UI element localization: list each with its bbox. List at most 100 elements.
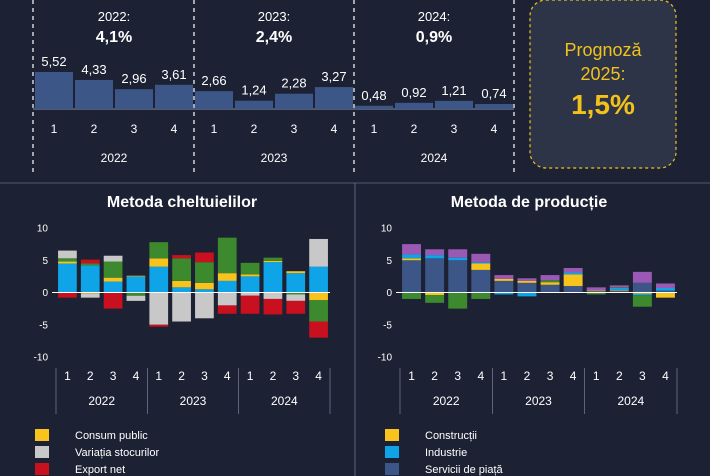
right-legend: Construcții Industrie Servicii de piață [385, 429, 504, 476]
bar-segment-variatia_stocurilor-8 [217, 292, 237, 306]
bar-segment-consum_public-9 [240, 274, 260, 277]
bar-segment-export_net-2 [80, 259, 100, 264]
top-bar-2024-q4 [475, 104, 513, 109]
bar-segment-agricultura-1 [402, 292, 422, 299]
bar-segment-servicii_netranzactionabile-1 [402, 244, 422, 255]
year-growth-2022: 4,1% [96, 29, 132, 46]
bar-segment-investitii-5 [149, 242, 169, 259]
bar-segment-industrie-8 [563, 272, 583, 275]
forecast-box: Prognoză 2025: 1,5% [529, 0, 677, 169]
bar-segment-consum_privat-9 [240, 276, 260, 293]
bar-segment-variatia_stocurilor-5 [149, 292, 169, 325]
bar-segment-servicii_netranzactionabile-9 [586, 287, 606, 291]
quarter-label-5: 1 [155, 369, 162, 383]
bar-segment-constructii-2 [425, 292, 445, 296]
bar-segment-variatia_stocurilor-9 [240, 292, 260, 296]
bar-segment-servicii_piata-12 [655, 290, 675, 293]
bar-segment-consum_public-8 [217, 273, 237, 281]
y-tick--5: -5 [383, 320, 392, 331]
bar-segment-servicii_piata-8 [563, 286, 583, 293]
bar-segment-servicii_netranzactionabile-3 [448, 249, 468, 258]
legend-swatch-servicii_piata [385, 463, 399, 475]
y-tick-10: 10 [381, 224, 393, 235]
top-quarter-label-2023-q2: 2 [251, 122, 258, 136]
bar-segment-consum_privat-8 [217, 280, 237, 293]
quarter-label-9: 1 [593, 369, 600, 383]
legend-swatch-export_net [35, 463, 49, 475]
top-bar-chart: 5,52 1 4,33 2 2,96 3 3,61 4 2,66 1 1,24 2 2,28 3 3,27 4… [35, 54, 513, 136]
quarter-label-5: 1 [501, 369, 508, 383]
top-bar-2022-q3 [115, 89, 153, 109]
bar-segment-constructii-12 [655, 292, 675, 298]
bar-segment-industrie-10 [609, 287, 629, 290]
bar-segment-investitii-12 [309, 300, 328, 322]
bar-segment-servicii_netranzactionabile-8 [563, 267, 583, 273]
top-bar-value-2023-q3: 2,28 [281, 76, 306, 91]
top-bar-2024-q1 [355, 105, 393, 109]
bar-segment-investitii-10 [263, 257, 283, 261]
bar-segment-consum_privat-1 [58, 263, 77, 293]
bar-segment-consum_privat-12 [309, 266, 328, 293]
top-bar-2024-q3 [435, 100, 473, 109]
y-tick-0: 0 [386, 288, 392, 299]
bar-segment-variatia_stocurilor-10 [263, 292, 283, 299]
year-heading-2023: 2023: [258, 9, 291, 24]
legend-swatch-constructii [385, 429, 399, 441]
top-bar-2023-q3 [275, 93, 313, 109]
bar-segment-servicii_piata-11 [632, 282, 652, 293]
bar-segment-agricultura-10 [609, 287, 629, 288]
bar-segment-variatia_stocurilor-11 [286, 294, 306, 301]
top-bar-value-2024-q3: 1,21 [441, 83, 466, 98]
bar-segment-industrie-6 [517, 292, 537, 297]
year-label-2024: 2024 [421, 151, 448, 165]
top-panel: 2022: 4,1% 2023: 2,4% 2024: 0,9% 5,52 1 4,… [32, 0, 677, 176]
bar-segment-variatia_stocurilor-1 [58, 250, 77, 259]
bar-segment-industrie-12 [655, 287, 675, 291]
year-label-2024: 2024 [271, 394, 298, 408]
bar-segment-consum_privat-6 [172, 287, 191, 293]
bar-segment-servicii_netranzactionabile-12 [655, 283, 675, 288]
legend-label-variatia_stocurilor: Variația stocurilor [75, 447, 159, 459]
year-heading-2024: 2024: [418, 9, 451, 24]
bar-segment-servicii_piata-7 [540, 284, 560, 293]
bar-segment-export_net-12 [309, 321, 328, 338]
top-quarter-label-2022-q1: 1 [51, 122, 58, 136]
quarter-label-3: 3 [110, 369, 117, 383]
year-growth-2023: 2,4% [256, 29, 292, 46]
top-bar-value-2022-q2: 4,33 [81, 62, 106, 77]
quarter-label-9: 1 [247, 369, 254, 383]
bar-segment-variatia_stocurilor-7 [195, 292, 214, 319]
year-label-2022: 2022 [88, 394, 115, 408]
bar-segment-export_net-1 [58, 292, 77, 298]
top-quarter-label-2024-q4: 4 [491, 122, 498, 136]
bar-segment-export_net-3 [103, 292, 123, 309]
bar-segment-constructii-7 [540, 282, 560, 285]
bar-segment-servicii_netranzactionabile-11 [632, 271, 652, 283]
quarter-label-12: 4 [315, 369, 322, 383]
bar-segment-consum_public-2 [80, 292, 100, 294]
quarter-label-7: 3 [547, 369, 554, 383]
y-tick--10: -10 [34, 353, 49, 364]
bar-segment-servicii_netranzactionabile-5 [494, 275, 514, 279]
top-bar-value-2023-q2: 1,24 [241, 83, 266, 98]
year-label-2023: 2023 [261, 151, 288, 165]
bar-segment-export_net-10 [263, 298, 283, 315]
bar-segment-investitii-1 [58, 258, 77, 262]
bar-segment-servicii_netranzactionabile-6 [517, 278, 537, 281]
bar-segment-investitii-11 [286, 292, 306, 295]
bar-segment-investitii-4 [126, 292, 146, 296]
bar-segment-servicii_piata-6 [517, 282, 537, 293]
top-quarter-label-2024-q2: 2 [411, 122, 418, 136]
legend-swatch-consum_public [35, 429, 49, 441]
bar-segment-consum_privat-5 [149, 266, 169, 293]
top-quarter-label-2023-q3: 3 [291, 122, 298, 136]
bar-segment-servicii_piata-5 [494, 280, 514, 293]
top-quarter-label-2024-q1: 1 [371, 122, 378, 136]
bar-segment-servicii_netranzactionabile-4 [471, 253, 491, 263]
bar-segment-agricultura-4 [471, 292, 491, 299]
bar-segment-servicii_netranzactionabile-7 [540, 275, 560, 281]
bar-segment-industrie-11 [632, 293, 652, 296]
bar-segment-consum_privat-4 [126, 276, 146, 293]
top-bar-value-2024-q1: 0,48 [361, 88, 386, 103]
